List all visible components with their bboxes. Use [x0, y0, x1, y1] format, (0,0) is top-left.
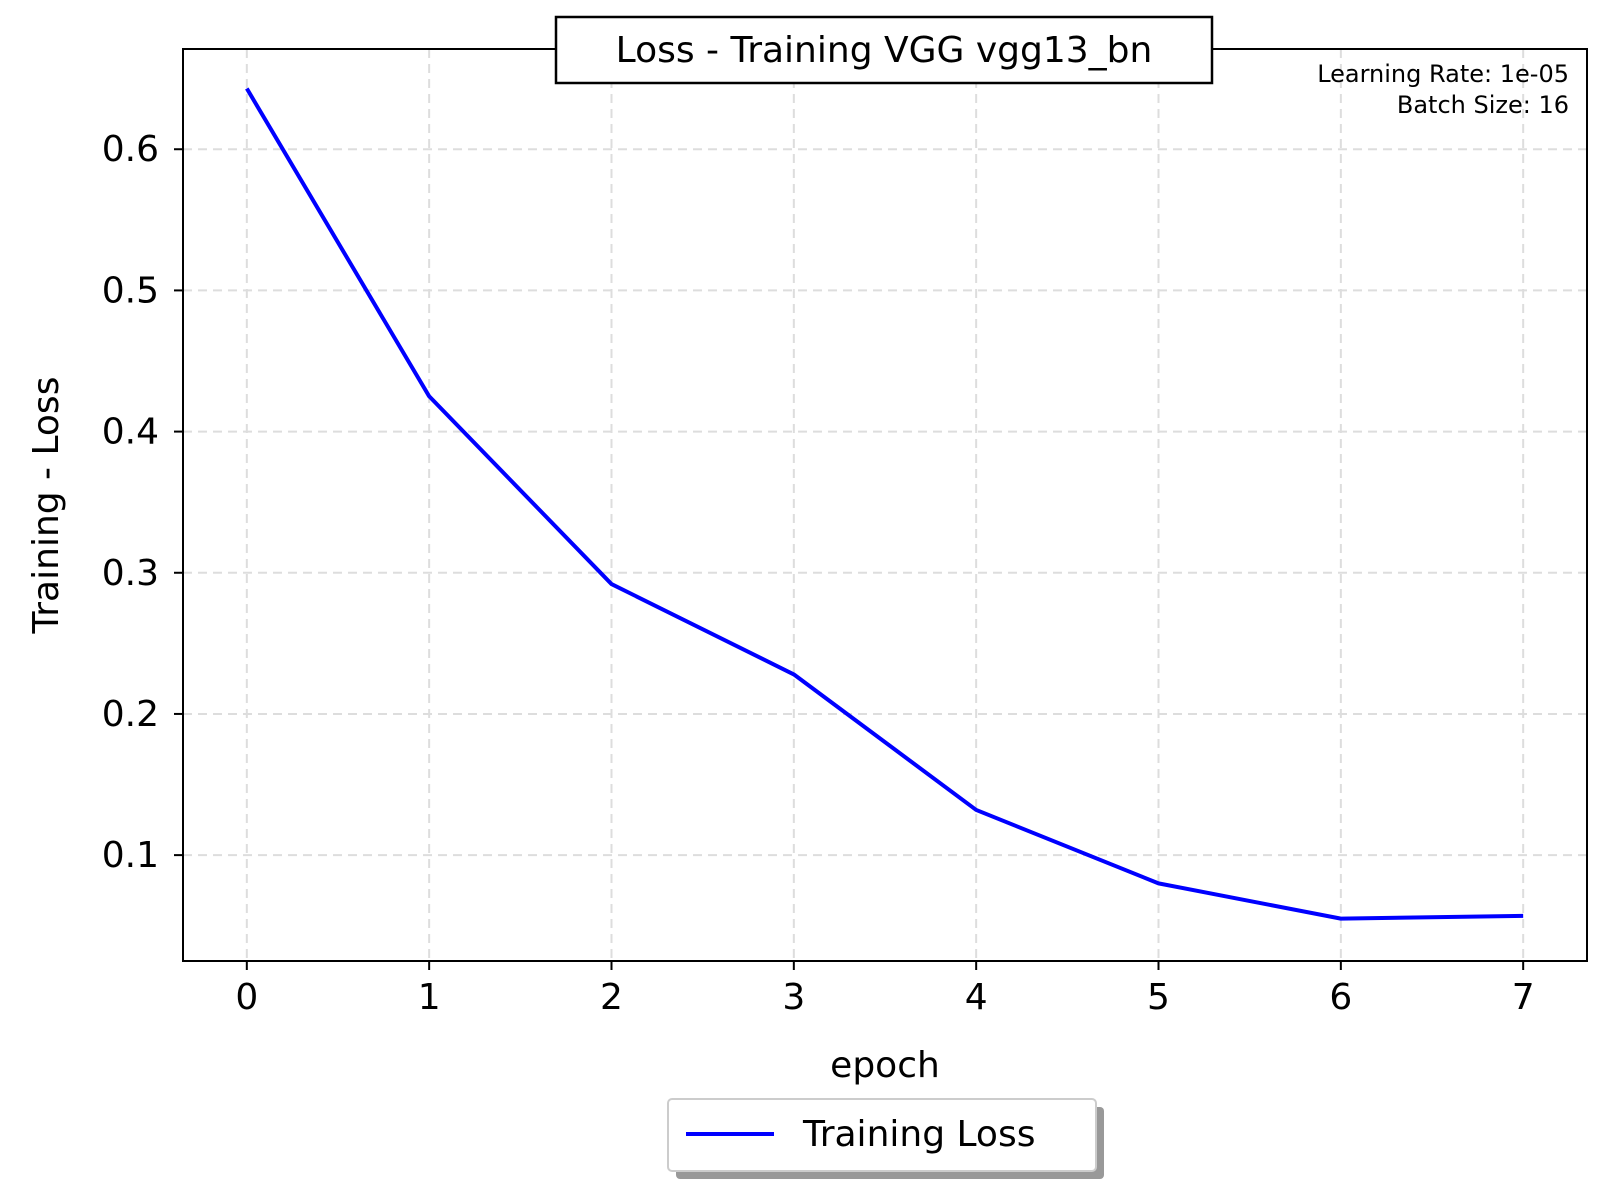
- series-layer: [245, 87, 1524, 921]
- batch-size-annotation: Batch Size: 16: [1397, 91, 1569, 119]
- chart-title-box: [554, 15, 1214, 85]
- y-axis-label: Training - Loss: [26, 377, 67, 635]
- y-tick-label: 0.5: [102, 270, 159, 311]
- grid-lines: [183, 49, 1587, 961]
- legend-label-training-loss: Training Loss: [802, 1114, 1035, 1155]
- chart-title: Loss - Training VGG vgg13_bn: [616, 30, 1153, 71]
- y-tick-label: 0.6: [102, 129, 159, 170]
- x-tick-label: 5: [1147, 977, 1170, 1018]
- axis-ticks: 0 1 2 3 4 5 6 7 0.1 0.2 0.3 0.4 0.5 0.6: [102, 129, 1535, 1018]
- x-axis-label: epoch: [830, 1045, 940, 1086]
- y-tick-label: 0.2: [102, 694, 159, 735]
- y-tick-label: 0.4: [102, 412, 159, 453]
- y-tick-label: 0.3: [102, 553, 159, 594]
- learning-rate-annotation: Learning Rate: 1e-05: [1317, 60, 1569, 88]
- series-line-training-loss: [245, 87, 1524, 921]
- x-tick-label: 0: [235, 977, 258, 1018]
- x-tick-label: 6: [1329, 977, 1352, 1018]
- y-tick-label: 0.1: [102, 835, 159, 876]
- x-tick-label: 7: [1512, 977, 1535, 1018]
- x-tick-label: 1: [418, 977, 441, 1018]
- x-tick-label: 4: [965, 977, 988, 1018]
- legend: Training Loss: [667, 1098, 1104, 1179]
- x-tick-label: 3: [782, 977, 805, 1018]
- x-tick-label: 2: [600, 977, 623, 1018]
- legend-box: [667, 1098, 1097, 1172]
